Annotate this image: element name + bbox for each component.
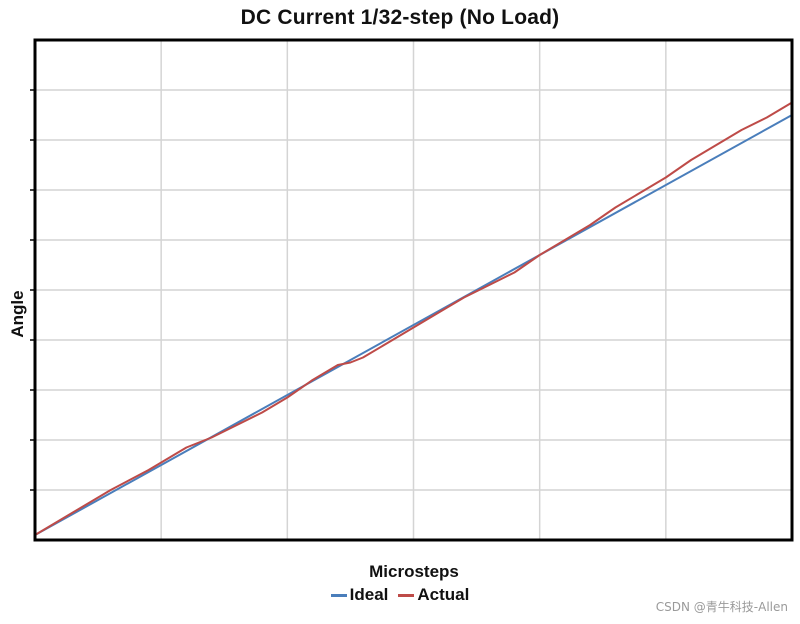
- legend: Ideal Actual: [0, 585, 800, 605]
- grid-lines: [30, 40, 792, 540]
- plot-frame: [33, 38, 794, 542]
- series-line-actual: [34, 101, 793, 536]
- legend-swatch-ideal: [330, 593, 347, 597]
- y-axis-label: Angle: [8, 290, 27, 338]
- legend-label-ideal: Ideal: [349, 585, 389, 604]
- x-axis-label: Microsteps: [369, 562, 459, 581]
- legend-item-actual: Actual: [398, 585, 469, 605]
- series-lines: [34, 101, 793, 536]
- watermark: CSDN @青牛科技-Allen: [655, 600, 788, 614]
- legend-label-actual: Actual: [417, 585, 470, 604]
- legend-item-ideal: Ideal: [330, 585, 389, 605]
- legend-swatch-actual: [398, 593, 415, 597]
- chart-title: DC Current 1/32-step (No Load): [240, 6, 560, 29]
- series-line-ideal: [34, 114, 793, 536]
